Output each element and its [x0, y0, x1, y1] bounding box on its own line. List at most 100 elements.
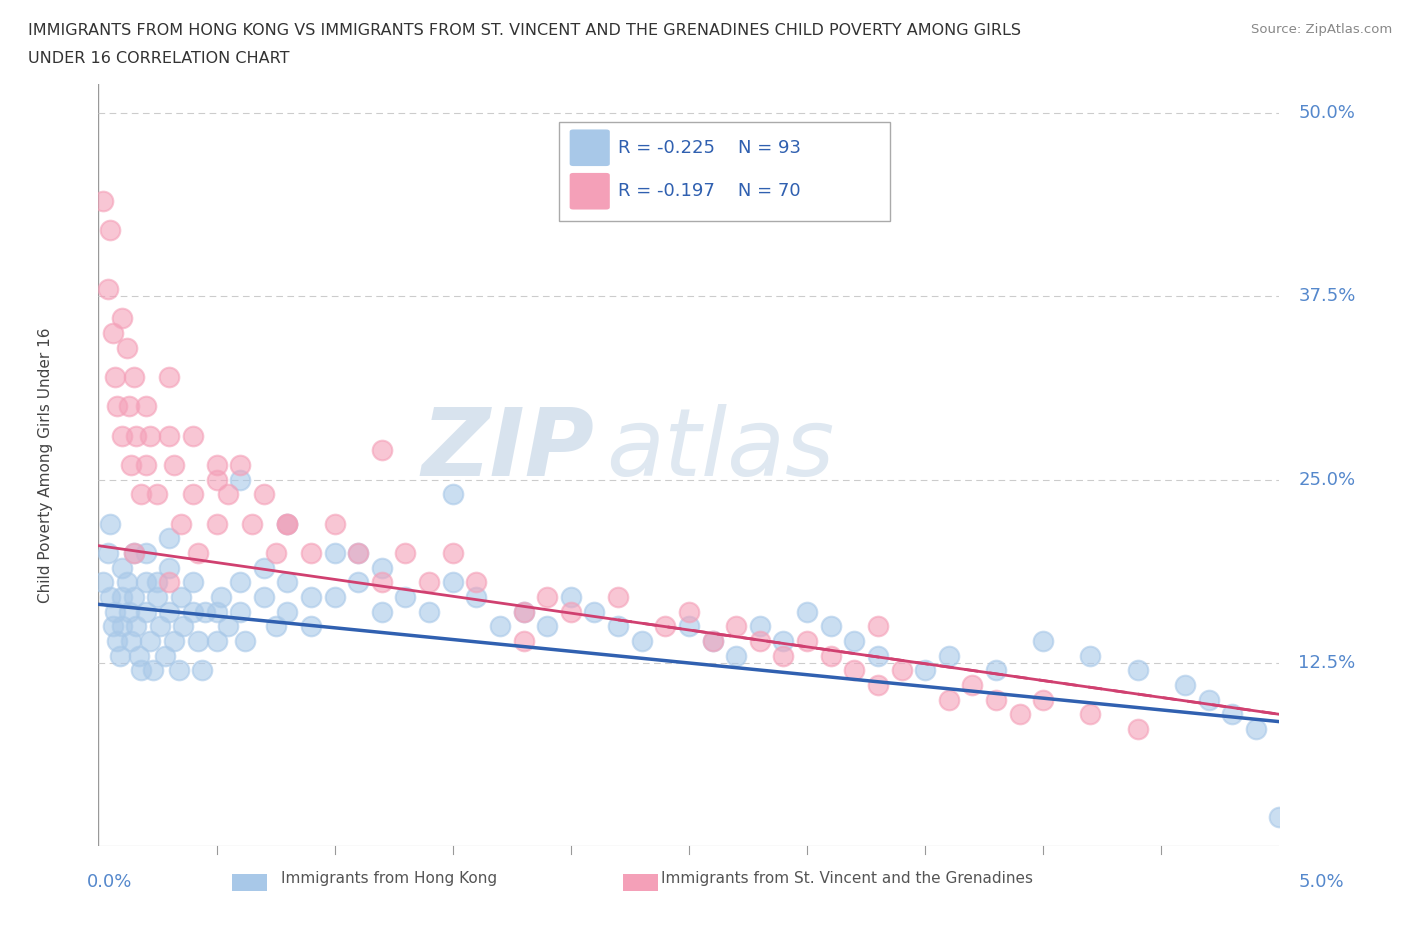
Point: [264, 618, 287, 633]
Point: [678, 604, 700, 619]
Point: [217, 487, 239, 502]
Point: [984, 692, 1007, 707]
Point: [111, 618, 134, 633]
Point: [122, 546, 145, 561]
Point: [121, 633, 143, 648]
Point: [489, 618, 512, 633]
Point: [118, 399, 141, 414]
Point: [890, 663, 912, 678]
Point: [111, 428, 134, 443]
Point: [276, 604, 298, 619]
Text: atlas: atlas: [606, 405, 835, 496]
Point: [938, 692, 960, 707]
Point: [725, 648, 748, 663]
Point: [181, 575, 204, 590]
Point: [115, 340, 138, 355]
Point: [772, 633, 794, 648]
Point: [111, 590, 134, 604]
Point: [205, 604, 228, 619]
Point: [170, 590, 193, 604]
Point: [146, 487, 169, 502]
Point: [229, 458, 252, 472]
Point: [914, 663, 936, 678]
Point: [536, 590, 558, 604]
Point: [796, 633, 818, 648]
Point: [465, 590, 488, 604]
Point: [167, 663, 190, 678]
Point: [240, 516, 263, 531]
Point: [97, 546, 120, 561]
Point: [163, 633, 186, 648]
Point: [1080, 648, 1102, 663]
Point: [187, 546, 209, 561]
Point: [135, 546, 157, 561]
Text: 12.5%: 12.5%: [1298, 654, 1355, 672]
Point: [866, 618, 889, 633]
Point: [630, 633, 652, 648]
Text: ZIP: ZIP: [422, 404, 595, 496]
Point: [1174, 678, 1197, 693]
Point: [108, 648, 131, 663]
Point: [323, 516, 346, 531]
Point: [938, 648, 960, 663]
Point: [191, 663, 214, 678]
Text: Immigrants from St. Vincent and the Grenadines: Immigrants from St. Vincent and the Gren…: [661, 871, 1033, 886]
Point: [441, 487, 464, 502]
Point: [654, 618, 676, 633]
Point: [170, 516, 193, 531]
Point: [181, 487, 204, 502]
Text: Child Poverty Among Girls Under 16: Child Poverty Among Girls Under 16: [38, 327, 53, 603]
Point: [1268, 809, 1291, 824]
Point: [299, 618, 322, 633]
Point: [253, 487, 276, 502]
Text: 0.0%: 0.0%: [87, 872, 132, 891]
Point: [157, 575, 180, 590]
Point: [157, 560, 180, 575]
Point: [702, 633, 724, 648]
Point: [371, 575, 394, 590]
Point: [181, 428, 204, 443]
Point: [105, 399, 128, 414]
Point: [512, 604, 534, 619]
Point: [229, 472, 252, 487]
Point: [122, 590, 145, 604]
Point: [772, 648, 794, 663]
Point: [583, 604, 606, 619]
Point: [1198, 692, 1220, 707]
Point: [371, 443, 394, 458]
Point: [163, 458, 186, 472]
Point: [371, 560, 394, 575]
Point: [418, 575, 440, 590]
Point: [135, 604, 157, 619]
Point: [323, 546, 346, 561]
Point: [276, 516, 298, 531]
Point: [194, 604, 217, 619]
Point: [465, 575, 488, 590]
Point: [512, 604, 534, 619]
FancyBboxPatch shape: [569, 173, 610, 209]
Point: [157, 604, 180, 619]
Point: [205, 472, 228, 487]
Point: [276, 516, 298, 531]
Point: [796, 604, 818, 619]
Point: [299, 590, 322, 604]
Point: [512, 633, 534, 648]
Point: [111, 560, 134, 575]
Text: Source: ZipAtlas.com: Source: ZipAtlas.com: [1251, 23, 1392, 36]
Point: [276, 516, 298, 531]
Point: [962, 678, 984, 693]
Point: [111, 311, 134, 325]
Point: [253, 560, 276, 575]
Point: [125, 618, 148, 633]
Text: Immigrants from Hong Kong: Immigrants from Hong Kong: [281, 871, 498, 886]
Point: [149, 618, 172, 633]
Point: [347, 575, 370, 590]
Point: [205, 516, 228, 531]
Point: [229, 575, 252, 590]
Point: [118, 604, 141, 619]
Point: [187, 633, 209, 648]
Point: [128, 648, 150, 663]
Point: [115, 575, 138, 590]
Point: [135, 399, 157, 414]
Point: [394, 590, 416, 604]
